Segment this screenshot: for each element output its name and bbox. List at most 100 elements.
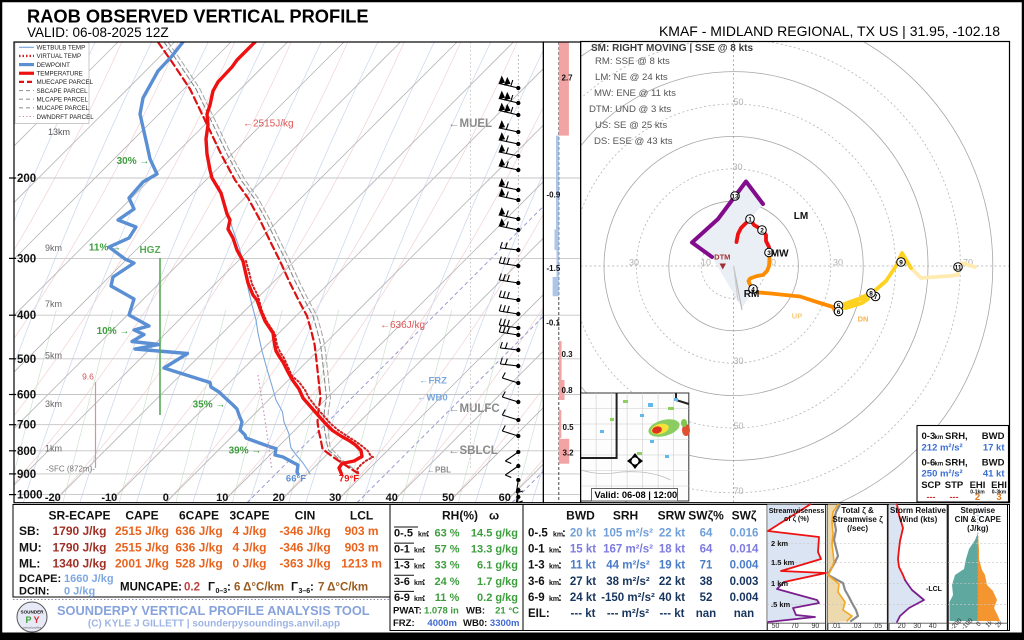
svg-text:DN: DN [858, 315, 869, 324]
svg-text:7 Δ°C/km: 7 Δ°C/km [318, 582, 368, 594]
svg-text:79°F: 79°F [339, 474, 359, 485]
svg-text:0.5: 0.5 [563, 423, 575, 432]
svg-text:UP: UP [792, 312, 802, 321]
svg-text:km: km [414, 580, 424, 587]
svg-text:WETBULB TEMP: WETBULB TEMP [37, 45, 86, 52]
svg-text:9km: 9km [45, 243, 62, 253]
svg-text:3–6: 3–6 [299, 588, 311, 595]
svg-text:30: 30 [833, 258, 843, 268]
svg-text:50: 50 [442, 492, 454, 504]
svg-text:DEWPOINT: DEWPOINT [37, 62, 71, 69]
svg-text:ω: ω [489, 509, 499, 523]
svg-text:←636J/kg: ←636J/kg [380, 320, 425, 331]
svg-text:0.2: 0.2 [184, 582, 200, 594]
svg-text:-346 J/kg: -346 J/kg [279, 524, 330, 538]
svg-text:11: 11 [955, 264, 962, 271]
svg-text:0 J/kg: 0 J/kg [64, 586, 95, 598]
svg-text:DWNDRFT PARCEL: DWNDRFT PARCEL [37, 114, 95, 121]
svg-text:39% →: 39% → [229, 446, 262, 457]
svg-text:1790 J/kg: 1790 J/kg [52, 524, 106, 538]
svg-text:22 kt: 22 kt [659, 528, 685, 540]
svg-text:0–3: 0–3 [216, 588, 228, 595]
svg-text:WB0:: WB0: [463, 618, 487, 629]
svg-text:1 km: 1 km [771, 579, 788, 588]
svg-text:6.1 g/kg: 6.1 g/kg [477, 560, 518, 572]
svg-text:km: km [414, 548, 424, 555]
svg-text:70: 70 [733, 486, 743, 496]
svg-text:2001 J/kg: 2001 J/kg [115, 557, 169, 571]
svg-text::: : [422, 544, 426, 556]
svg-text:Γ: Γ [291, 582, 298, 594]
svg-text:-10: -10 [101, 492, 117, 504]
svg-text:SOUNDERPY VERTICAL PROFILE ANA: SOUNDERPY VERTICAL PROFILE ANALYSIS TOOL [57, 603, 370, 618]
svg-text:SCP: SCP [921, 480, 941, 491]
svg-text:70: 70 [791, 623, 799, 630]
svg-text:0-1: 0-1 [528, 544, 545, 556]
svg-text:-20: -20 [45, 492, 61, 504]
svg-text:SOUNDER: SOUNDER [21, 610, 45, 615]
svg-text:EHI: EHI [991, 480, 1007, 491]
svg-text:50: 50 [733, 421, 743, 431]
svg-text:1km: 1km [45, 444, 62, 454]
svg-text:0.8: 0.8 [562, 386, 574, 395]
svg-text:20 kt: 20 kt [570, 528, 596, 540]
svg-text:Streamwiseness: Streamwiseness [769, 507, 825, 515]
svg-text:PWAT:: PWAT: [393, 606, 422, 617]
svg-text:0.004: 0.004 [730, 560, 759, 572]
svg-text:-LCL: -LCL [926, 586, 943, 593]
svg-text:km: km [549, 596, 559, 603]
svg-text:2515 J/kg: 2515 J/kg [115, 540, 169, 554]
svg-text:9: 9 [899, 259, 903, 266]
svg-text:0 J/kg: 0 J/kg [232, 557, 266, 571]
svg-text::: : [422, 576, 426, 588]
svg-text:40: 40 [386, 492, 398, 504]
svg-text:km: km [418, 532, 428, 539]
svg-text:4000m: 4000m [427, 618, 457, 629]
svg-text:km: km [549, 580, 559, 587]
svg-text:--- kt: --- kt [571, 608, 596, 620]
svg-text:63 %: 63 % [434, 528, 459, 540]
svg-text::: : [422, 560, 426, 572]
svg-text:0-1km: 0-1km [970, 490, 985, 496]
svg-text:0.3: 0.3 [562, 350, 574, 359]
svg-text:P: P [25, 615, 31, 625]
svg-text:30: 30 [329, 492, 341, 504]
svg-text:20: 20 [273, 492, 285, 504]
svg-text:105 m²/s²: 105 m²/s² [603, 528, 653, 540]
svg-text:903 m: 903 m [345, 540, 379, 554]
svg-text:--- m²/s²: --- m²/s² [607, 608, 649, 620]
svg-text:←PBL: ←PBL [427, 466, 451, 475]
svg-text:BWD: BWD [566, 509, 595, 523]
svg-text:LM: LM [794, 211, 808, 222]
svg-text:←MUEL: ←MUEL [448, 118, 492, 130]
svg-text:15 kt: 15 kt [570, 544, 596, 556]
svg-text:600: 600 [17, 390, 36, 402]
svg-text:km: km [414, 564, 424, 571]
svg-text:CAPE: CAPE [125, 509, 158, 523]
svg-text:3: 3 [767, 250, 771, 257]
svg-text:km: km [549, 564, 559, 571]
svg-text:-1.5: -1.5 [547, 264, 561, 273]
svg-text:35% →: 35% → [193, 400, 226, 411]
svg-text:SRW: SRW [658, 509, 686, 523]
svg-text:RAOB OBSERVED VERTICAL PROFILE: RAOB OBSERVED VERTICAL PROFILE [27, 6, 369, 27]
svg-text:←FRZ: ←FRZ [419, 376, 447, 387]
svg-text:1000: 1000 [17, 490, 43, 502]
svg-text:km: km [935, 435, 944, 441]
svg-text:11% →: 11% → [89, 243, 121, 254]
svg-text:2: 2 [975, 492, 980, 503]
svg-text:6 Δ°C/km: 6 Δ°C/km [234, 582, 284, 594]
svg-text:DTM: UND @ 3 kts: DTM: UND @ 3 kts [589, 104, 671, 115]
svg-text:km: km [935, 462, 944, 468]
svg-text:WB:: WB: [466, 606, 485, 617]
svg-text::: : [310, 582, 314, 594]
svg-text:km: km [414, 596, 424, 603]
svg-text:SB:: SB: [19, 524, 40, 538]
svg-text:6-9: 6-9 [394, 592, 410, 604]
svg-text:9.6: 9.6 [82, 372, 94, 382]
svg-text:5: 5 [837, 303, 841, 310]
svg-text:MLCAPE PARCEL: MLCAPE PARCEL [37, 97, 89, 104]
svg-text:70: 70 [963, 258, 973, 268]
svg-text:1790 J/kg: 1790 J/kg [52, 540, 106, 554]
svg-text:38 m²/s²: 38 m²/s² [606, 576, 650, 588]
